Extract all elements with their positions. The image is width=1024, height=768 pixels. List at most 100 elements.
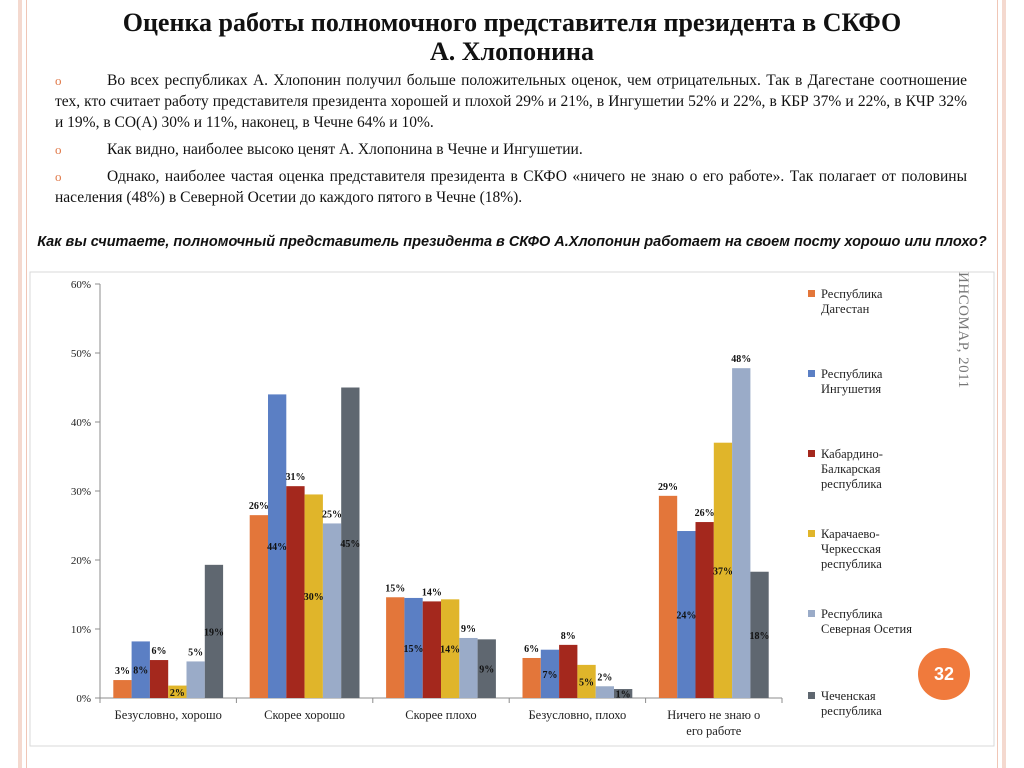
slide-frame-left-line (26, 0, 27, 768)
data-label: 31% (285, 472, 305, 483)
data-label: 18% (750, 631, 770, 642)
bar (658, 495, 678, 698)
y-tick-label: 40% (71, 417, 91, 429)
bar (322, 523, 342, 698)
slide-title-line2: А. Хлопонина (429, 37, 595, 66)
legend-label: республика (821, 557, 882, 571)
bar (614, 689, 633, 698)
bar (477, 639, 496, 698)
legend-label: Республика (821, 367, 883, 381)
data-label: 9% (461, 624, 476, 635)
bullet-text: Как видно, наиболее высоко ценят А. Хлоп… (107, 141, 583, 158)
x-category-label: Безусловно, плохо (528, 708, 626, 722)
bullet-list: o Во всех республиках А. Хлопонин получи… (55, 70, 967, 214)
data-label: 25% (322, 509, 342, 520)
bar (559, 644, 578, 698)
legend-label: Балкарская (821, 462, 881, 476)
legend-swatch (808, 610, 815, 617)
bullet-item: o Во всех республиках А. Хлопонин получи… (55, 70, 967, 133)
data-label: 14% (440, 645, 460, 656)
legend-label: республика (821, 704, 882, 718)
data-label: 6% (524, 644, 539, 655)
data-label: 7% (542, 670, 557, 681)
y-tick-label: 10% (71, 624, 91, 636)
bar (268, 394, 287, 698)
data-label: 19% (204, 627, 224, 638)
data-label: 24% (676, 611, 696, 622)
bullet-item: o Однако, наиболее частая оценка предста… (55, 166, 967, 208)
bar (732, 368, 751, 698)
legend-label: Кабардино- (821, 447, 883, 461)
bar (677, 531, 696, 698)
bullet-text: Однако, наиболее частая оценка представи… (55, 168, 967, 206)
data-label: 14% (422, 587, 442, 598)
y-tick-label: 20% (71, 555, 91, 567)
bullet-item: o Как видно, наиболее высоко ценят А. Хл… (55, 139, 967, 160)
bar (422, 601, 441, 698)
bar (404, 597, 423, 698)
data-label: 6% (152, 646, 167, 657)
slide-frame-right (1002, 0, 1006, 768)
bar (459, 637, 478, 698)
legend-label: Ингушетия (821, 382, 881, 396)
bar (540, 649, 560, 698)
bar (341, 387, 360, 698)
data-label: 8% (133, 666, 148, 677)
legend-swatch (808, 530, 815, 537)
data-label: 37% (713, 566, 733, 577)
bar (522, 657, 541, 698)
data-label: 44% (267, 542, 287, 553)
chart-question-title: Как вы считаете, полномочный представите… (37, 234, 987, 250)
bar (386, 597, 405, 698)
data-label: 9% (479, 665, 494, 676)
data-label: 5% (188, 647, 203, 658)
data-label: 26% (695, 508, 715, 519)
y-tick-label: 50% (71, 348, 91, 360)
bar (304, 494, 323, 698)
legend-label: Карачаево- (821, 527, 880, 541)
legend-swatch (808, 370, 815, 377)
x-category-label: его работе (686, 724, 741, 738)
bar (695, 522, 714, 698)
bar (577, 664, 596, 698)
bar (204, 564, 224, 698)
legend-label: Дагестан (821, 302, 870, 316)
bar (168, 685, 187, 698)
data-label: 30% (304, 592, 324, 603)
data-label: 2% (597, 672, 612, 683)
data-label: 15% (385, 583, 405, 594)
y-tick-label: 60% (71, 279, 91, 291)
y-tick-label: 30% (71, 486, 91, 498)
y-tick-label: 0% (76, 693, 91, 705)
legend-label: Северная Осетия (821, 622, 912, 636)
slide-frame-right-line (997, 0, 998, 768)
x-category-label: Скорее хорошо (264, 708, 345, 722)
legend-swatch (808, 290, 815, 297)
bar (131, 641, 150, 698)
x-category-label: Ничего не знаю о (667, 708, 760, 722)
data-label: 29% (658, 482, 678, 493)
data-label: 2% (170, 688, 185, 699)
data-label: 48% (731, 354, 751, 365)
data-label: 45% (340, 539, 360, 550)
bar (595, 686, 614, 698)
data-label: 26% (249, 501, 269, 512)
data-label: 8% (561, 631, 576, 642)
page-number-badge: 32 (918, 648, 970, 700)
bar (249, 515, 268, 698)
legend-label: республика (821, 477, 882, 491)
legend-label: Республика (821, 607, 883, 621)
bar (286, 486, 305, 698)
bullet-marker-icon: o (55, 169, 62, 184)
legend-label: Чеченская (821, 689, 876, 703)
bullet-text: Во всех республиках А. Хлопонин получил … (55, 72, 967, 131)
slide-title: Оценка работы полномочного представителя… (40, 8, 984, 66)
slide-title-line1: Оценка работы полномочного представителя… (122, 8, 902, 37)
bar (441, 599, 460, 698)
data-label: 15% (404, 644, 424, 655)
slide-frame-left (18, 0, 22, 768)
bar (186, 661, 205, 698)
x-category-label: Безусловно, хорошо (115, 708, 222, 722)
bar (713, 442, 733, 698)
